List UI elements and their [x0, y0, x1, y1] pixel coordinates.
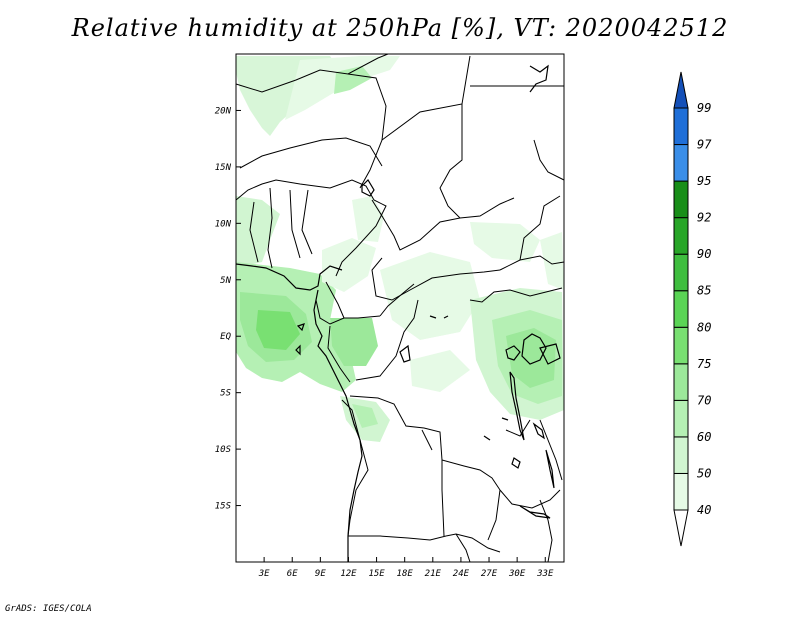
colorbar-level-label: 50: [697, 466, 711, 480]
colorbar-level-label: 92: [697, 211, 711, 225]
colorbar-bin: [673, 253, 689, 292]
colorbar-level-label: 90: [697, 247, 711, 261]
y-tick-label: 15S: [215, 502, 232, 512]
credit-text: GrADS: IGES/COLA: [5, 604, 92, 614]
x-tick-label: 21E: [425, 569, 442, 579]
y-tick-label: 5N: [220, 276, 231, 286]
country-boundaries: [235, 53, 565, 563]
x-tick-label: 9E: [315, 569, 326, 579]
y-tick-label: 5S: [220, 389, 231, 399]
colorbar-bin: [673, 180, 689, 219]
colorbar-bin: [673, 71, 689, 109]
colorbar-level-label: 95: [697, 174, 711, 188]
colorbar-bin: [673, 436, 689, 474]
colorbar-level-label: 40: [697, 503, 711, 517]
x-tick-label: 15E: [368, 569, 385, 579]
colorbar-bin: [673, 217, 689, 255]
y-axis: 20N 15N 10N 5N EQ 5S 10S 15S: [215, 106, 241, 512]
map-title: Relative humidity at 250hPa [%], VT: 202…: [71, 14, 729, 42]
colorbar-level-label: 99: [697, 101, 711, 115]
colorbar-level-label: 70: [697, 393, 711, 407]
colorbar-bin: [673, 399, 689, 438]
colorbar-bin: [673, 509, 689, 547]
y-tick-label: 15N: [215, 163, 232, 173]
colorbar-bin: [673, 107, 689, 146]
y-tick-label: 10N: [215, 219, 232, 229]
y-tick-label: 10S: [215, 445, 232, 455]
y-tick-label: EQ: [220, 332, 231, 342]
y-tick-label: 20N: [215, 106, 232, 116]
colorbar: 40 50 60 70 75 80 85 90 92 95 97 99: [673, 71, 712, 547]
humidity-shading: [236, 56, 564, 442]
colorbar-bin: [673, 363, 689, 401]
colorbar-level-label: 60: [697, 430, 711, 444]
colorbar-level-label: 75: [697, 357, 711, 371]
colorbar-level-label: 80: [697, 320, 711, 334]
x-tick-label: 33E: [536, 569, 554, 579]
colorbar-bin: [673, 326, 689, 365]
x-tick-label: 12E: [340, 569, 357, 579]
map-frame: [235, 53, 565, 563]
colorbar-bin: [673, 144, 689, 182]
x-tick-label: 24E: [453, 569, 470, 579]
colorbar-level-label: 85: [697, 284, 711, 298]
x-axis: 3E 6E 9E 12E 15E 18E 21E 24E 27E 30E 33E: [258, 557, 554, 579]
x-tick-label: 27E: [481, 569, 498, 579]
x-tick-label: 3E: [258, 569, 270, 579]
x-tick-label: 6E: [287, 569, 298, 579]
colorbar-bin: [673, 290, 689, 328]
coastlines: [235, 64, 561, 562]
x-tick-label: 30E: [508, 569, 526, 579]
colorbar-bin: [673, 472, 689, 511]
colorbar-level-label: 97: [697, 138, 712, 152]
x-tick-label: 18E: [397, 569, 414, 579]
